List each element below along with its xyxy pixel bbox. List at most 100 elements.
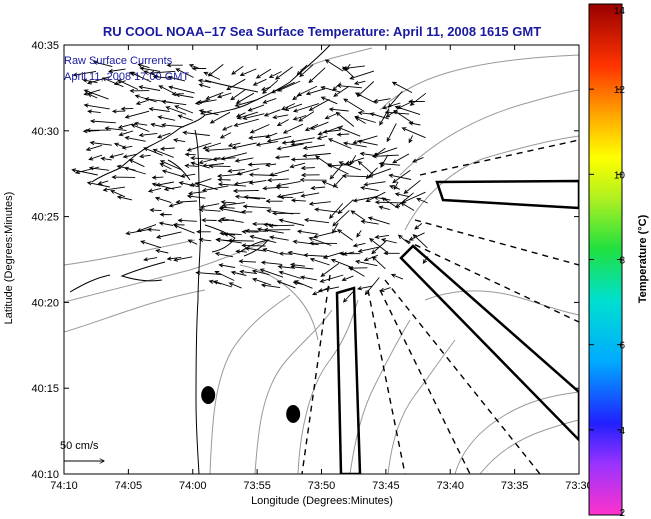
current-vector [320,96,338,105]
current-vector [255,68,272,79]
current-vector [276,143,304,151]
current-vector [152,148,174,158]
current-vector [281,140,295,145]
current-vector [317,286,340,293]
current-vector [300,172,320,178]
current-vector [276,119,289,126]
current-vector [238,259,257,264]
current-vector [252,277,272,286]
current-vector [300,192,320,198]
current-vector [332,210,350,227]
current-vector [239,269,258,275]
current-vector [187,239,198,245]
current-vector [118,130,134,137]
current-vector [302,144,325,150]
colorbar-tick-label: 6 [619,341,625,352]
current-vector [327,138,352,149]
current-vector [221,202,245,208]
current-vector [290,141,313,147]
x-axis-label: Longitude (Degrees:Minutes) [251,495,393,507]
current-vector [108,68,126,74]
radar-beam-outlines [335,179,579,474]
current-vector [173,256,193,262]
current-vector [92,60,113,68]
current-vector [166,63,183,68]
current-vector [298,111,315,122]
current-vector [202,163,224,168]
current-vector [308,67,326,84]
y-axis-label: Latitude (Degrees:Minutes) [3,192,15,325]
current-vector [217,92,232,99]
current-vector [397,234,410,245]
current-vector [392,153,410,164]
current-vector [339,251,361,256]
current-vector [348,265,368,271]
current-vector [163,186,182,192]
current-vector [324,59,344,72]
current-vector [248,179,267,185]
colorbar-tick-label: 12 [614,85,626,96]
current-vector [111,174,136,180]
current-vector [308,236,332,246]
x-tick-label: 73:35 [501,480,529,492]
current-vector [159,160,183,171]
current-vector [120,106,134,111]
current-vector [136,224,157,233]
current-vector [247,162,271,167]
current-vector [113,142,125,148]
current-vector [139,66,161,72]
current-vector [203,71,221,80]
current-vector [116,195,133,201]
current-vector [212,157,236,162]
current-vector [109,153,124,159]
current-vector [272,211,301,216]
current-vector [263,109,281,117]
current-vector [290,198,306,203]
current-vector [188,63,200,69]
x-tick-label: 73:50 [308,480,336,492]
current-vector [260,283,281,289]
current-vector [381,197,399,209]
colorbar-label: Temperature (°C) [637,214,649,303]
current-vector [270,81,295,94]
current-vector [263,227,291,233]
current-vector [220,200,236,205]
current-vector [233,118,259,127]
current-vector [359,151,379,157]
current-vector [227,168,245,174]
current-vector [155,231,182,239]
current-vector [412,156,424,163]
x-tick-label: 73:45 [372,480,400,492]
current-vector [310,121,329,130]
current-vector [329,163,344,180]
scale-label: 50 cm/s [60,440,99,452]
current-vector [219,132,232,139]
current-vector [326,163,349,175]
current-vector [296,229,319,235]
current-vector [267,178,289,183]
current-vector [207,64,224,77]
current-vector [308,241,338,246]
current-vector [394,105,421,116]
current-vector [198,237,212,242]
current-vector [87,93,98,99]
x-tick-label: 73:55 [243,480,271,492]
current-vector [373,98,391,104]
current-vector [279,195,294,200]
current-vector [147,187,162,193]
current-vector [178,181,199,188]
current-vector [255,140,278,147]
current-vector [196,99,209,104]
current-vector [204,148,232,153]
current-vector [100,156,112,161]
current-vector [342,66,354,78]
current-vector [201,218,217,223]
x-tick-label: 74:00 [179,480,207,492]
current-vector [275,185,289,190]
x-tick-label: 73:40 [436,480,464,492]
current-vector [124,110,150,119]
current-vector [239,68,257,77]
current-vector [187,191,205,196]
current-vector [186,142,212,152]
current-vector [381,102,401,110]
